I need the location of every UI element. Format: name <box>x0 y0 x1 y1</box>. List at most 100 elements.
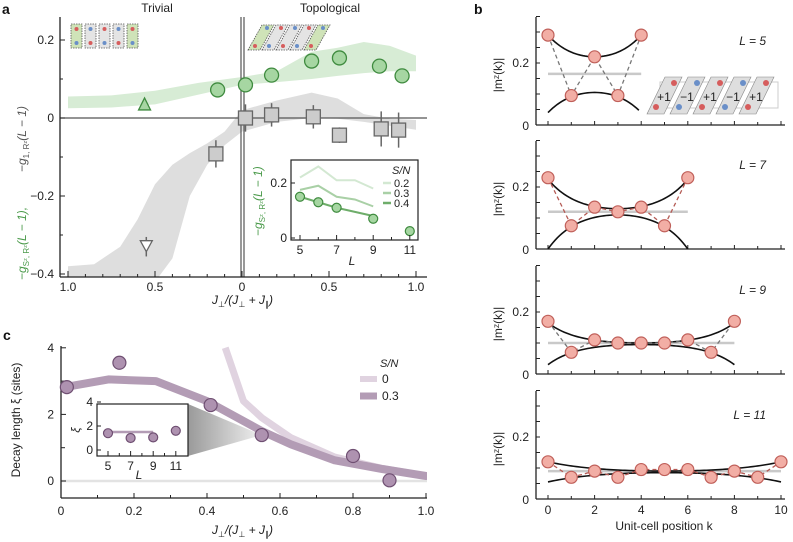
inset-frame <box>96 403 189 457</box>
inset-x-label: L <box>136 468 143 482</box>
y-tick-label: 0.2 <box>512 56 529 70</box>
inset-x-tick-label: 7 <box>333 243 340 257</box>
magnetization-point <box>634 462 648 477</box>
spin-dot <box>309 44 313 48</box>
magnetization-point <box>587 464 602 478</box>
x-axis-label-part: /(J <box>224 523 239 537</box>
spin-dot <box>745 104 751 110</box>
cell-sign-label: −1 <box>726 90 740 104</box>
spin-dot <box>321 26 325 30</box>
magnetization-point <box>611 336 625 350</box>
inset-x-tick-label: 11 <box>404 243 417 257</box>
inset-point <box>148 432 159 443</box>
system-size-label: L = 9 <box>739 283 766 297</box>
x-tick-label: 0.5 <box>321 280 338 294</box>
inset-y-label-text: −gSᶻ, Rᶻ(L − 1) <box>251 166 267 236</box>
magnetization-point <box>681 462 695 477</box>
spin-dot <box>102 27 107 31</box>
x-axis-label-part: J <box>211 523 219 537</box>
spin-dot <box>293 26 297 30</box>
inset-a: 0.20.30.4S/N0.205 7 9 11L−gSᶻ, Rᶻ(L − 1) <box>251 159 419 268</box>
legend-label: 0 <box>382 372 389 386</box>
x-axis-label-part: /(J <box>224 293 239 307</box>
spin-dot <box>116 41 121 45</box>
spin-dot <box>295 44 299 48</box>
spin-dot <box>717 80 723 86</box>
cell-sign-label: −1 <box>680 90 694 104</box>
dimer-cell <box>303 24 331 51</box>
legend-label: 0.4 <box>394 198 409 210</box>
y-axis-label-text: |mᶻ(k)| <box>491 432 505 467</box>
y-axis-label-text: Decay length ξ (sites) <box>9 363 23 478</box>
dimer-cell <box>84 23 97 49</box>
spin-dot <box>307 26 311 30</box>
legend-label: 0.2 <box>394 178 409 190</box>
inset-y-label: ξ <box>69 427 83 433</box>
system-size-label: L = 7 <box>739 158 767 172</box>
y-tick-label: 0.2 <box>512 430 529 444</box>
spin-dot <box>130 41 135 45</box>
magnetization-point <box>611 88 625 103</box>
magnetization-point <box>774 455 788 469</box>
inset-point <box>368 213 379 224</box>
magnetization-point <box>564 219 578 233</box>
y-tick-label: 0.2 <box>512 305 529 319</box>
inset-y-tick-label: 4 <box>86 395 93 409</box>
decay-length-point <box>203 397 218 413</box>
inset-point <box>102 428 114 439</box>
legend-label: 0.3 <box>394 188 409 200</box>
zoom-cone <box>188 404 262 456</box>
spin-dot <box>116 27 121 31</box>
y-axis-label-green-part: (L − 1), <box>15 207 29 245</box>
magnetization-point <box>611 470 625 484</box>
region-label-topological: Topological <box>300 1 360 15</box>
dimer-cell <box>275 24 303 51</box>
x-tick-label: 8 <box>731 503 738 517</box>
envelope-lower <box>547 91 640 114</box>
y-tick-label: 0 <box>522 243 529 257</box>
panel-a: 0.20−0.2−0.41.0 0.5 0 0.5 1.0J⊥/(J⊥ + J∥)Tri… <box>15 1 427 309</box>
magnetization-point <box>541 28 555 42</box>
triangle-up-marker <box>137 96 152 111</box>
y-axis-label: |mᶻ(k)| <box>491 182 505 217</box>
x-axis-label-part: + J <box>245 523 266 537</box>
x-axis-label-part: ∥ <box>265 300 269 309</box>
magnetization-point <box>657 462 672 477</box>
y-axis-label-text: |mᶻ(k)| <box>491 182 505 217</box>
spin-dot <box>281 44 285 48</box>
magnetization-point <box>727 314 742 328</box>
y-axis-label-gray-part: −g <box>15 158 29 172</box>
spin-dot <box>694 80 700 86</box>
x-axis-label-part: ) <box>267 523 273 537</box>
spin-dot <box>130 27 135 31</box>
y-axis-label: −gSᶻ, Rᶻ(L − 1),−g1, Rᶻ(L − 1) <box>15 106 31 280</box>
dimer-cell <box>98 23 111 49</box>
inset-x-tick-label: 11 <box>170 459 183 473</box>
panel-label-b: b <box>474 1 483 17</box>
inset-line-sn-0.2 <box>299 165 374 190</box>
spin-dot <box>653 104 659 110</box>
x-tick-label: 1.0 <box>418 504 435 518</box>
spin-dot <box>88 41 93 45</box>
inset-point <box>170 425 181 436</box>
square-marker <box>305 109 321 125</box>
inset-line-sn-0.3 <box>299 184 374 208</box>
inset-y-tick-label: 0 <box>86 443 93 457</box>
magnetization-point <box>681 333 695 347</box>
magnetization-point <box>634 336 648 350</box>
decay-length-point <box>345 448 361 464</box>
subplot-L9: 0.2 0 |mᶻ(k)| L = 9 <box>491 265 785 382</box>
connecting-dashed-line <box>547 34 642 98</box>
circle-marker <box>263 67 280 83</box>
dimer-cell <box>126 23 139 49</box>
x-tick-label: 10 <box>774 503 788 517</box>
x-tick-label: 0.6 <box>272 504 289 518</box>
square-marker <box>373 121 389 137</box>
x-axis-label-part: ⊥ <box>238 530 245 539</box>
magnetization-point <box>634 28 648 42</box>
y-axis-label: |mᶻ(k)| <box>491 58 505 93</box>
y-tick-label: 0 <box>47 111 54 125</box>
inset-c: 4 2 05 7 9 11 Lξ <box>69 395 189 482</box>
panel-label-a: a <box>2 1 10 17</box>
